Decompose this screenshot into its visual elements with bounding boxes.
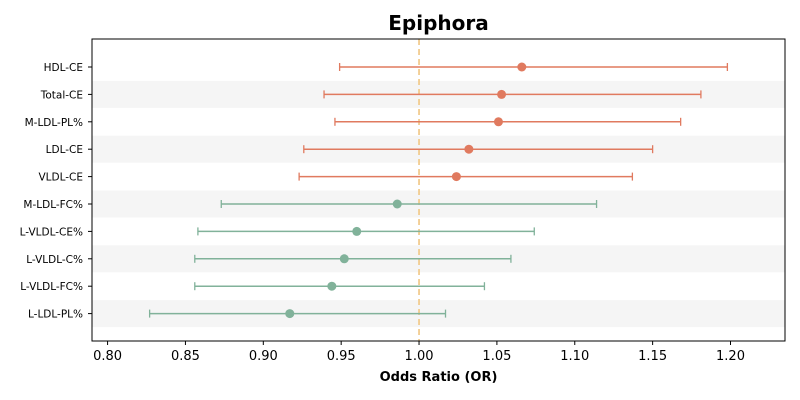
odds-ratio-point [339, 254, 349, 264]
odds-ratio-point [517, 62, 527, 72]
odds-ratio-point [497, 89, 507, 99]
x-tick-label: 0.85 [171, 349, 200, 364]
category-axis: HDL-CE Total-CE M-LDL-PL% LDL-CE VLDL-CE M-LD… [20, 62, 92, 321]
category-label: M-LDL-PL% [25, 117, 83, 129]
x-tick-label: 1.10 [560, 349, 589, 364]
odds-ratio-point [285, 309, 295, 319]
odds-ratio-point [493, 117, 503, 127]
category-label: L-VLDL-C% [26, 254, 83, 266]
odds-ratio-point [327, 281, 337, 291]
x-tick-label: 0.80 [93, 349, 122, 364]
plot-frame [91, 38, 786, 342]
category-label: L-LDL-PL% [28, 309, 83, 321]
odds-ratio-point [451, 172, 461, 182]
x-axis: 0.80 0.85 0.90 0.95 1.00 1.05 1.10 1.15 1.20 [93, 341, 745, 364]
x-axis-title: Odds Ratio (OR) [380, 370, 498, 385]
category-label: L-VLDL-CE% [20, 226, 83, 238]
category-label: M-LDL-FC% [23, 199, 83, 211]
chart-title: Epiphora [388, 11, 489, 35]
category-label: VLDL-CE [38, 172, 83, 184]
category-label: L-VLDL-FC% [20, 281, 83, 293]
x-tick-label: 0.90 [249, 349, 278, 364]
odds-ratio-point [392, 199, 402, 209]
category-label: Total-CE [40, 89, 83, 101]
x-tick-label: 1.00 [405, 349, 434, 364]
category-label: HDL-CE [44, 62, 83, 74]
odds-ratio-point [352, 226, 362, 236]
category-label: LDL-CE [46, 144, 83, 156]
x-tick-label: 1.15 [638, 349, 667, 364]
x-tick-label: 1.05 [482, 349, 511, 364]
x-tick-label: 0.95 [327, 349, 356, 364]
x-tick-label: 1.20 [716, 349, 745, 364]
row-marks [148, 62, 729, 319]
odds-ratio-point [464, 144, 474, 154]
